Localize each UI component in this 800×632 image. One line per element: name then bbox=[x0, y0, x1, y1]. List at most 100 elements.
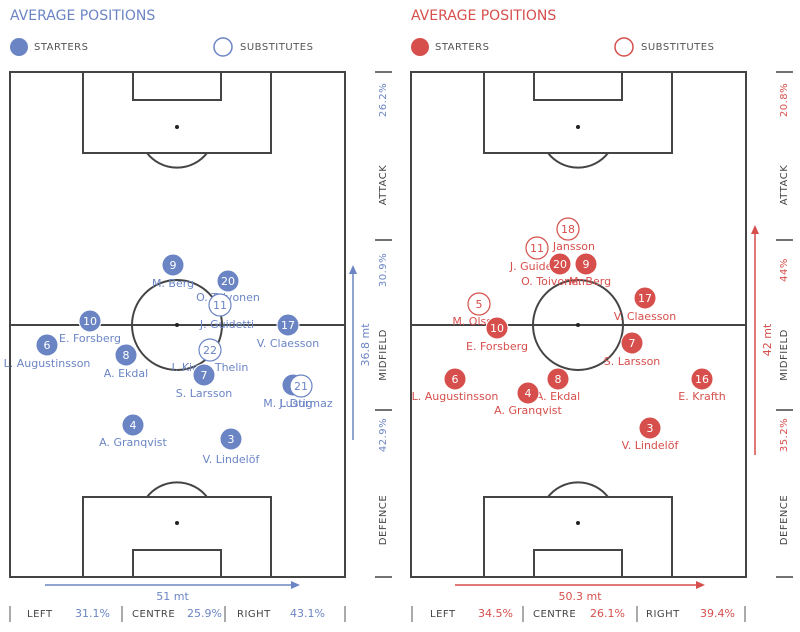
starter: 4 A. Granqvist bbox=[99, 413, 168, 449]
player-number: 11 bbox=[213, 299, 227, 312]
player-marker bbox=[121, 413, 145, 437]
zone-label: MIDFIELD bbox=[779, 329, 790, 381]
centre-spot bbox=[576, 323, 580, 327]
player-marker bbox=[276, 313, 300, 337]
arrow-head bbox=[349, 265, 357, 274]
arrow-head bbox=[696, 581, 705, 589]
starter: 4 A. Granqvist bbox=[494, 381, 563, 417]
player-name: M. Berg bbox=[569, 275, 611, 288]
starter: 6 L. Augustinsson bbox=[412, 367, 498, 403]
player-number: 6 bbox=[452, 373, 459, 386]
legend-substitutes: SUBSTITUTES bbox=[240, 42, 313, 53]
player-name: A. Ekdal bbox=[104, 367, 148, 380]
starter: 3 V. Lindelöf bbox=[622, 416, 680, 452]
player-number: 20 bbox=[221, 275, 235, 288]
player-number: 9 bbox=[583, 258, 590, 271]
player-marker bbox=[525, 236, 549, 260]
panel-title: AVERAGE POSITIONS bbox=[411, 8, 556, 24]
player-marker bbox=[690, 367, 714, 391]
player-marker bbox=[198, 338, 222, 362]
player-name: V. Lindelöf bbox=[203, 453, 261, 466]
penalty-arc bbox=[547, 481, 609, 498]
player-name: S. Larsson bbox=[604, 355, 661, 368]
arrow-head bbox=[291, 581, 300, 589]
starter: 6 L. Augustinsson bbox=[4, 333, 90, 370]
player-name: E. Krafth bbox=[678, 390, 725, 403]
player-number: 20 bbox=[553, 258, 567, 271]
starter: 9 M. Berg bbox=[569, 252, 611, 288]
penalty-spot bbox=[175, 125, 179, 129]
player-number: 4 bbox=[130, 419, 137, 432]
substitute: 18 P. Jansson bbox=[541, 217, 595, 253]
penalty-spot bbox=[576, 125, 580, 129]
player-number: 4 bbox=[525, 387, 532, 400]
player-name: M. Berg bbox=[152, 277, 194, 290]
player-number: 5 bbox=[476, 298, 483, 311]
third-value: 26.1% bbox=[590, 607, 625, 620]
substitute: 21 J. Durmaz bbox=[278, 374, 333, 410]
third-label: LEFT bbox=[27, 609, 53, 620]
player-number: 8 bbox=[555, 373, 562, 386]
player-marker bbox=[114, 343, 138, 367]
player-marker bbox=[548, 252, 572, 276]
third-label: RIGHT bbox=[646, 609, 680, 620]
player-number: 18 bbox=[561, 223, 575, 236]
penalty-box bbox=[82, 71, 272, 154]
player-marker bbox=[556, 217, 580, 241]
penalty-box bbox=[483, 71, 673, 154]
player-name: S. Larsson bbox=[176, 387, 233, 400]
legend-substitute-icon bbox=[213, 37, 233, 57]
third-label: CENTRE bbox=[533, 609, 576, 620]
player-number: 9 bbox=[170, 259, 177, 272]
panel: AVERAGE POSITIONS STARTERS SUBSTITUTES 20.8… bbox=[410, 8, 793, 622]
third-value: 43.1% bbox=[290, 607, 325, 620]
zone-percent: 20.8% bbox=[779, 83, 790, 117]
zone-percent: 35.2% bbox=[779, 418, 790, 452]
horizontal-length: 50.3 mt bbox=[558, 590, 602, 603]
legend-starters: STARTERS bbox=[34, 42, 88, 53]
starter: 9 M. Berg bbox=[152, 253, 194, 290]
vertical-length: 36.8 mt bbox=[359, 323, 372, 367]
starter: 17 V. Claesson bbox=[257, 313, 320, 350]
panel-title: AVERAGE POSITIONS bbox=[10, 8, 155, 24]
player-marker bbox=[161, 253, 185, 277]
player-number: 8 bbox=[123, 349, 130, 362]
player-number: 21 bbox=[294, 380, 308, 393]
player-number: 10 bbox=[83, 315, 97, 328]
zone-percent: 42.9% bbox=[378, 418, 389, 452]
player-number: 16 bbox=[695, 373, 709, 386]
legend-substitutes: SUBSTITUTES bbox=[641, 42, 714, 53]
player-name: O. Toivonen bbox=[521, 275, 585, 288]
player-name: A. Ekdal bbox=[536, 390, 580, 403]
player-name: V. Claesson bbox=[257, 337, 320, 350]
zone-label: DEFENCE bbox=[378, 495, 389, 545]
player-marker bbox=[467, 292, 491, 316]
player-number: 7 bbox=[629, 337, 636, 350]
player-marker bbox=[638, 416, 662, 440]
zone-label: ATTACK bbox=[779, 165, 790, 206]
player-marker bbox=[485, 316, 509, 340]
player-marker bbox=[574, 252, 598, 276]
starter: 10 E. Forsberg bbox=[466, 316, 528, 353]
player-marker bbox=[289, 374, 313, 398]
player-number: 3 bbox=[647, 422, 654, 435]
zone-label: MIDFIELD bbox=[378, 329, 389, 381]
starter: 3 V. Lindelöf bbox=[203, 427, 261, 466]
player-name: V. Lindelöf bbox=[622, 439, 680, 452]
player-marker bbox=[216, 269, 240, 293]
horizontal-length: 51 mt bbox=[156, 590, 189, 603]
third-label: LEFT bbox=[430, 609, 456, 620]
player-marker bbox=[78, 309, 102, 333]
player-name: A. Granqvist bbox=[494, 404, 562, 417]
third-value: 39.4% bbox=[700, 607, 735, 620]
third-value: 31.1% bbox=[75, 607, 110, 620]
player-marker bbox=[35, 333, 59, 357]
zone-percent: 26.2% bbox=[378, 83, 389, 117]
penalty-box bbox=[483, 496, 673, 578]
arrow-head bbox=[751, 225, 759, 234]
player-number: 17 bbox=[281, 319, 295, 332]
player-number: 11 bbox=[530, 242, 544, 255]
player-marker bbox=[192, 363, 216, 387]
third-value: 25.9% bbox=[187, 607, 222, 620]
player-name: J. Guidetti bbox=[199, 318, 254, 331]
